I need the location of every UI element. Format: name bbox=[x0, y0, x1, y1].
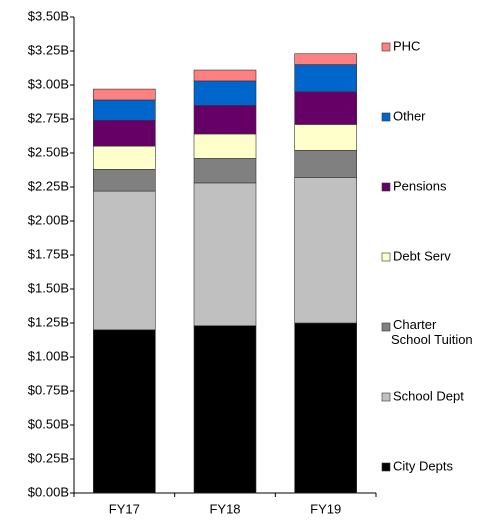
y-tick-label: $2.25B bbox=[28, 178, 69, 193]
y-tick-label: $1.75B bbox=[28, 246, 69, 261]
legend-swatch bbox=[381, 322, 391, 332]
bar-segment bbox=[294, 124, 357, 151]
legend-label: School Dept bbox=[393, 388, 464, 403]
bar-segment bbox=[93, 169, 156, 192]
legend-swatch bbox=[381, 42, 391, 52]
y-tick-label: $1.25B bbox=[28, 314, 69, 329]
bar-segment bbox=[93, 120, 156, 147]
legend-swatch bbox=[381, 112, 391, 122]
bar-segment bbox=[93, 145, 156, 170]
legend-label: Other bbox=[393, 108, 426, 123]
bar-segment bbox=[193, 158, 257, 184]
bar-segment bbox=[93, 329, 156, 494]
x-tick-label: FY18 bbox=[209, 501, 240, 516]
bar-segment bbox=[93, 88, 156, 101]
legend-label: Debt Serv bbox=[393, 248, 451, 263]
bar-segment bbox=[294, 322, 357, 494]
legend-swatch bbox=[381, 392, 391, 402]
bar-segment bbox=[193, 69, 257, 82]
y-tick-label: $2.75B bbox=[28, 110, 69, 125]
legend-label: Pensions bbox=[393, 178, 447, 193]
y-tick-label: $1.50B bbox=[28, 280, 69, 295]
legend-label: PHC bbox=[393, 38, 420, 53]
y-tick-label: $2.50B bbox=[28, 144, 69, 159]
x-tick-label: FY17 bbox=[109, 501, 140, 516]
x-tick-label: FY19 bbox=[310, 501, 341, 516]
legend-label: City Depts bbox=[393, 458, 453, 473]
y-tick-label: $0.25B bbox=[28, 450, 69, 465]
bar-segment bbox=[93, 99, 156, 121]
y-tick-label: $2.00B bbox=[28, 212, 69, 227]
bar-segment bbox=[294, 53, 357, 65]
y-tick-label: $0.00B bbox=[28, 484, 69, 499]
y-tick-label: $3.50B bbox=[28, 8, 69, 23]
bar-segment bbox=[93, 190, 156, 331]
bar-segment bbox=[294, 177, 357, 324]
bar-segment bbox=[193, 80, 257, 106]
legend-label: Charter School Tuition bbox=[391, 317, 473, 347]
y-tick-label: $3.00B bbox=[28, 76, 69, 91]
legend-swatch bbox=[381, 252, 391, 262]
y-tick-label: $0.50B bbox=[28, 416, 69, 431]
y-tick-label: $0.75B bbox=[28, 382, 69, 397]
bar-segment bbox=[294, 64, 357, 93]
legend-swatch bbox=[381, 462, 391, 472]
y-tick-label: $3.25B bbox=[28, 42, 69, 57]
bar-segment bbox=[294, 149, 357, 178]
bar-segment bbox=[193, 325, 257, 494]
bar-segment bbox=[193, 133, 257, 159]
legend-swatch bbox=[381, 182, 391, 192]
bar-segment bbox=[294, 91, 357, 125]
y-tick-label: $1.00B bbox=[28, 348, 69, 363]
bar-segment bbox=[193, 105, 257, 135]
bar-segment bbox=[193, 182, 257, 327]
